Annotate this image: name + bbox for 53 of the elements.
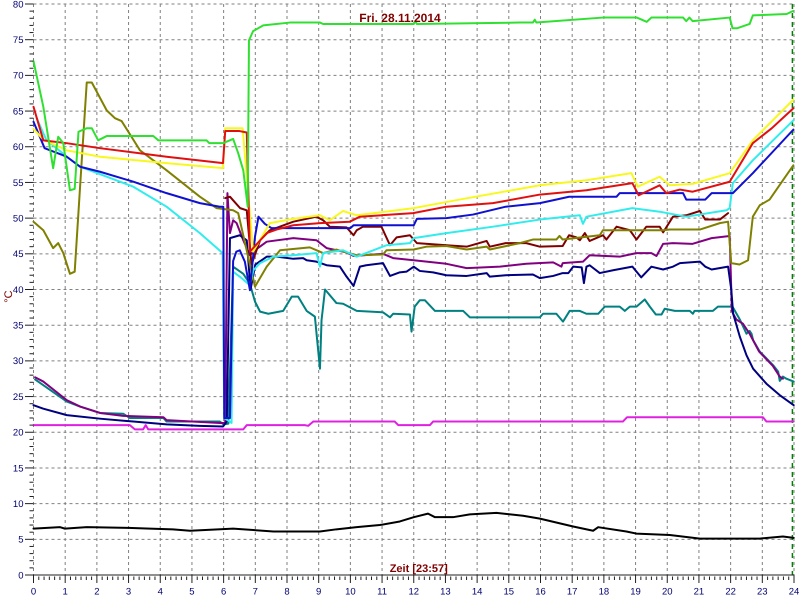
text: Fri. 28.11.2014 xyxy=(359,11,442,25)
x-tick-label: 4 xyxy=(158,586,163,598)
x-tick-label: 5 xyxy=(189,586,195,598)
x-tick-label: 6 xyxy=(220,586,226,598)
x-tick-label: 15 xyxy=(504,586,514,598)
line-series xyxy=(32,416,795,430)
x-tick-label: 23 xyxy=(757,586,768,598)
x-tick-label: 14 xyxy=(472,586,482,598)
x-tick-label: 1 xyxy=(62,586,68,598)
y-tick-label: 75 xyxy=(12,35,24,46)
x-tick-label: 16 xyxy=(535,586,546,598)
x-tick-label: 24 xyxy=(788,586,800,598)
x-tick-label: 17 xyxy=(566,586,578,598)
x-tick-label: 13 xyxy=(440,586,451,598)
y-tick-label: 10 xyxy=(12,498,24,510)
line-series xyxy=(34,192,784,424)
x-tick-label: 0 xyxy=(30,586,36,598)
y-tick-label: 20 xyxy=(12,428,24,439)
y-tick-label: 25 xyxy=(12,392,24,403)
y-tick-label: 0 xyxy=(18,570,24,582)
x-tick-label: 3 xyxy=(126,586,132,598)
line-series xyxy=(34,266,795,426)
line-series xyxy=(32,512,795,540)
y-tick-label: 35 xyxy=(12,320,24,332)
x-tick-label: 18 xyxy=(598,586,610,598)
x-tick-label: 22 xyxy=(725,586,736,598)
x-tick-label: 8 xyxy=(284,586,290,598)
y-tick-label: 70 xyxy=(12,70,24,82)
x-tick-label: 19 xyxy=(630,586,641,598)
x-axis-title: Zeit [23:57] xyxy=(390,563,448,575)
y-tick-label: 5 xyxy=(18,534,24,546)
x-tick-label: 7 xyxy=(252,586,258,598)
y-tick-label: 30 xyxy=(12,356,24,368)
y-tick-label: 40 xyxy=(12,284,24,296)
line-series xyxy=(32,10,794,208)
y-tick-label: 80 xyxy=(12,0,24,10)
x-tick-label: 21 xyxy=(694,586,704,598)
x-tick-label: 20 xyxy=(662,586,673,598)
x-tick-label: 10 xyxy=(345,586,356,598)
y-tick-label: 55 xyxy=(12,178,24,189)
y-tick-label: 60 xyxy=(12,142,24,154)
x-tick-label: 12 xyxy=(408,586,420,598)
x-tick-label: 9 xyxy=(316,586,322,598)
line-series xyxy=(32,234,795,428)
x-tick-label: 11 xyxy=(377,586,387,598)
x-tick-label: 2 xyxy=(94,586,100,598)
line-series xyxy=(224,196,730,266)
line-series xyxy=(32,82,794,288)
y-axis-title: °C xyxy=(3,290,15,303)
y-tick-label: 50 xyxy=(12,213,24,224)
y-tick-label: 15 xyxy=(12,463,24,474)
y-tick-label: 45 xyxy=(12,249,24,260)
y-tick-label: 65 xyxy=(12,106,24,118)
